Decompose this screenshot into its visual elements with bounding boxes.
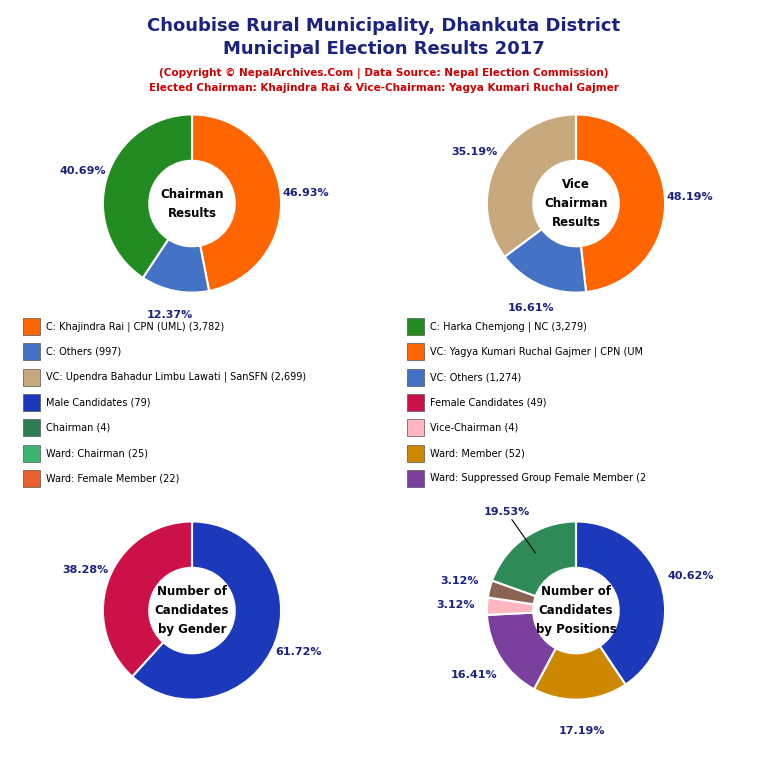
Text: VC: Others (1,274): VC: Others (1,274) bbox=[430, 372, 521, 382]
Text: 3.12%: 3.12% bbox=[437, 600, 475, 610]
Text: 19.53%: 19.53% bbox=[484, 508, 530, 518]
Wedge shape bbox=[488, 581, 536, 604]
Text: 16.61%: 16.61% bbox=[508, 303, 554, 313]
Text: Ward: Suppressed Group Female Member (2: Ward: Suppressed Group Female Member (2 bbox=[430, 473, 647, 484]
Text: Chairman (4): Chairman (4) bbox=[46, 422, 111, 433]
Text: 16.41%: 16.41% bbox=[451, 670, 498, 680]
Text: 40.69%: 40.69% bbox=[59, 166, 106, 176]
Text: 38.28%: 38.28% bbox=[62, 564, 109, 574]
Text: (Copyright © NepalArchives.Com | Data Source: Nepal Election Commission): (Copyright © NepalArchives.Com | Data So… bbox=[159, 68, 609, 78]
Wedge shape bbox=[492, 521, 576, 596]
Text: Vice
Chairman
Results: Vice Chairman Results bbox=[545, 178, 607, 229]
Text: Ward: Member (52): Ward: Member (52) bbox=[430, 448, 525, 458]
Text: Vice-Chairman (4): Vice-Chairman (4) bbox=[430, 422, 518, 433]
Text: Chairman
Results: Chairman Results bbox=[161, 187, 223, 220]
Wedge shape bbox=[132, 521, 281, 700]
Text: Ward: Chairman (25): Ward: Chairman (25) bbox=[46, 448, 148, 458]
Text: 40.62%: 40.62% bbox=[668, 571, 714, 581]
Text: 17.19%: 17.19% bbox=[558, 726, 605, 736]
Text: Male Candidates (79): Male Candidates (79) bbox=[46, 397, 151, 408]
Text: VC: Upendra Bahadur Limbu Lawati | SanSFN (2,699): VC: Upendra Bahadur Limbu Lawati | SanSF… bbox=[46, 372, 306, 382]
Wedge shape bbox=[534, 646, 625, 700]
Wedge shape bbox=[103, 521, 192, 677]
Wedge shape bbox=[487, 598, 534, 615]
Wedge shape bbox=[576, 114, 665, 292]
Text: VC: Yagya Kumari Ruchal Gajmer | CPN (UM: VC: Yagya Kumari Ruchal Gajmer | CPN (UM bbox=[430, 346, 643, 357]
Text: 61.72%: 61.72% bbox=[275, 647, 322, 657]
Wedge shape bbox=[487, 613, 556, 689]
Wedge shape bbox=[192, 114, 281, 291]
Wedge shape bbox=[505, 229, 586, 293]
Text: Elected Chairman: Khajindra Rai & Vice-Chairman: Yagya Kumari Ruchal Gajmer: Elected Chairman: Khajindra Rai & Vice-C… bbox=[149, 83, 619, 93]
Wedge shape bbox=[487, 114, 576, 257]
Text: C: Harka Chemjong | NC (3,279): C: Harka Chemjong | NC (3,279) bbox=[430, 321, 587, 332]
Text: Municipal Election Results 2017: Municipal Election Results 2017 bbox=[223, 40, 545, 58]
Text: 35.19%: 35.19% bbox=[451, 147, 497, 157]
Text: 3.12%: 3.12% bbox=[440, 576, 478, 587]
Wedge shape bbox=[576, 521, 665, 684]
Text: Female Candidates (49): Female Candidates (49) bbox=[430, 397, 547, 408]
Wedge shape bbox=[103, 114, 192, 278]
Text: Choubise Rural Municipality, Dhankuta District: Choubise Rural Municipality, Dhankuta Di… bbox=[147, 17, 621, 35]
Text: C: Khajindra Rai | CPN (UML) (3,782): C: Khajindra Rai | CPN (UML) (3,782) bbox=[46, 321, 224, 332]
Text: Ward: Female Member (22): Ward: Female Member (22) bbox=[46, 473, 180, 484]
Wedge shape bbox=[143, 239, 209, 293]
Text: Number of
Candidates
by Gender: Number of Candidates by Gender bbox=[154, 585, 230, 636]
Text: 12.37%: 12.37% bbox=[147, 310, 193, 320]
Text: 46.93%: 46.93% bbox=[282, 187, 329, 197]
Text: 48.19%: 48.19% bbox=[667, 192, 713, 202]
Text: Number of
Candidates
by Positions: Number of Candidates by Positions bbox=[535, 585, 617, 636]
Text: C: Others (997): C: Others (997) bbox=[46, 346, 121, 357]
